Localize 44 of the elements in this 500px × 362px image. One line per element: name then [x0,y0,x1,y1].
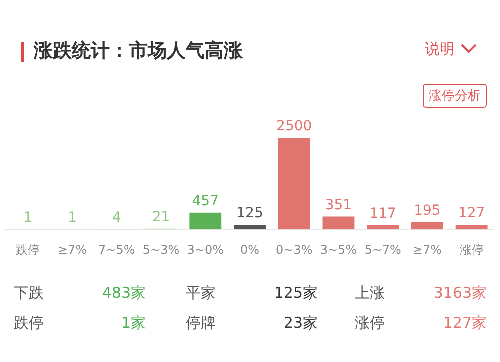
text: 23家 [282,314,318,333]
data-label: 1 [24,210,33,226]
data-label: 125 [236,206,264,222]
data-label: 351 [325,197,352,214]
text: 上涨 [355,284,385,303]
text: 3163家 [432,284,487,303]
data-label: 457 [192,193,220,210]
text: 483家 [101,284,146,303]
data-label: 127 [458,206,486,222]
bar [322,216,355,230]
x-tick-label: 5~7% [364,242,402,257]
x-tick-label: 涨停 [460,242,484,257]
x-tick-label: ≥7% [58,242,88,257]
text: 说明 [425,40,455,59]
bar [456,224,488,230]
x-tick-label: 0% [240,242,260,257]
x-tick-label: 7~5% [98,242,136,257]
text: 125家 [273,284,318,303]
x-tick-label: 3~5% [320,242,358,257]
bar [278,138,310,230]
text: 平家 [186,284,216,303]
x-tick-label: 3~0% [187,242,224,257]
chart-title: 涨跌统计：市场人气高涨 [34,39,243,64]
text: 1家 [120,314,146,333]
data-label: 21 [152,209,170,226]
x-tick-label: ≥7% [412,242,442,257]
bar [190,212,222,230]
data-label: 195 [414,203,441,220]
text: 跌停 [14,314,44,333]
text: 涨停分析 [423,84,487,108]
data-label: 4 [112,210,122,226]
bar [234,225,266,230]
data-label: 2500 [276,118,312,135]
text: 涨停 [355,314,385,333]
text: 停牌 [186,314,216,333]
text: 下跌 [14,284,44,303]
data-label: 1 [68,210,78,226]
x-tick-label: 0~3% [276,242,313,257]
bar [367,225,400,230]
x-tick-label: 跌停 [16,242,40,257]
data-label: 117 [370,206,396,222]
x-tick-label: 5~3% [142,242,180,257]
bar [411,222,444,230]
text: 127家 [442,314,487,333]
